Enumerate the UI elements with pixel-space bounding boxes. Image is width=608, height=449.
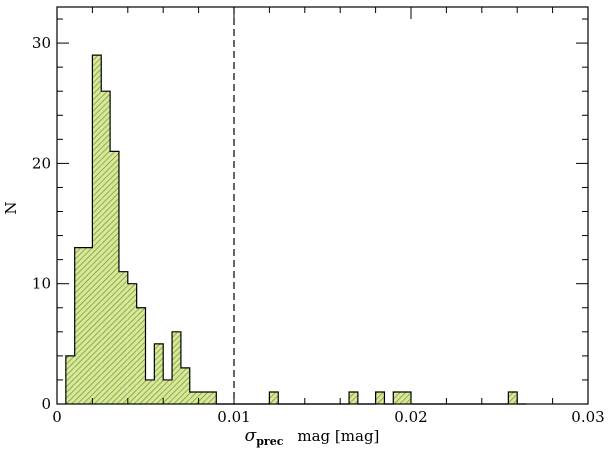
- histogram-bar: [101, 91, 111, 404]
- histogram-bar: [127, 283, 137, 404]
- x-axis-label: σprec mag [mag]: [245, 426, 380, 448]
- x-axis-label-subscript: prec: [256, 435, 283, 448]
- histogram-bar: [172, 331, 181, 404]
- y-axis-label: N: [2, 201, 20, 214]
- histogram-bar: [136, 307, 146, 404]
- x-tick-label: 0.02: [394, 408, 427, 426]
- x-axis-label-text: mag [mag]: [297, 427, 379, 445]
- y-tick-label: 0: [41, 395, 51, 413]
- histogram-bar: [375, 391, 385, 404]
- y-tick-label: 10: [32, 275, 51, 293]
- x-axis-label-symbol: σ: [245, 426, 257, 446]
- histogram-bar: [92, 55, 102, 404]
- y-tick-label: 30: [32, 34, 51, 52]
- x-tick-label: 0.03: [571, 408, 604, 426]
- histogram-bar: [83, 247, 93, 404]
- histogram-bars: [65, 55, 518, 404]
- histogram-bar: [163, 379, 173, 404]
- plot-frame: [56, 6, 589, 405]
- histogram-bar: [118, 271, 128, 404]
- histogram-bar: [74, 247, 84, 404]
- histogram-bar: [402, 391, 411, 404]
- histogram-bar: [269, 391, 279, 404]
- histogram-bar: [110, 151, 119, 404]
- tick-labels: 0 0.01 0.02 0.03 0 10 20 30: [32, 34, 605, 426]
- histogram-bar: [154, 343, 164, 404]
- histogram-bar: [349, 391, 358, 404]
- histogram-bar: [180, 367, 190, 404]
- histogram-bar: [207, 391, 217, 404]
- x-tick-label: 0.01: [217, 408, 250, 426]
- histogram-bar: [393, 391, 403, 404]
- y-tick-label: 20: [32, 154, 51, 172]
- histogram-bar: [198, 391, 208, 404]
- axis-ticks: [56, 7, 589, 405]
- histogram-bar: [508, 391, 518, 404]
- histogram-bar: [65, 355, 75, 404]
- histogram-bar: [145, 379, 155, 404]
- histogram-bar: [189, 391, 199, 404]
- x-tick-label: 0: [52, 408, 62, 426]
